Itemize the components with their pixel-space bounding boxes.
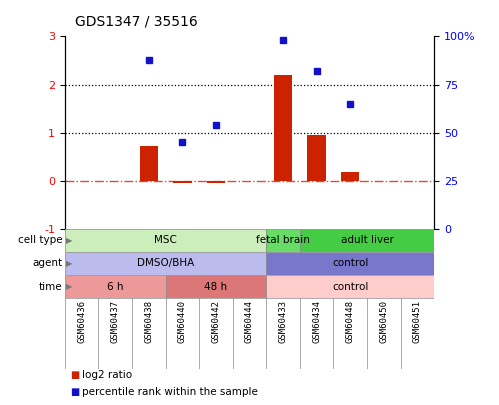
Text: DMSO/BHA: DMSO/BHA [137,258,194,269]
Text: control: control [332,258,368,269]
Text: GSM60437: GSM60437 [111,300,120,343]
Bar [274,75,292,181]
Text: ■: ■ [70,387,79,397]
Bar [307,135,326,181]
Text: GSM60433: GSM60433 [278,300,287,343]
Bar [207,181,225,183]
Bar [166,275,266,298]
Bar [65,275,166,298]
Text: ▶: ▶ [66,236,72,245]
Text: 48 h: 48 h [205,281,228,292]
Text: fetal brain: fetal brain [256,235,310,245]
Text: GSM60451: GSM60451 [413,300,422,343]
Text: MSC: MSC [154,235,177,245]
Bar [341,172,359,181]
Text: 6 h: 6 h [107,281,123,292]
Text: GSM60436: GSM60436 [77,300,86,343]
Bar [140,146,158,181]
Bar [300,229,434,252]
Text: ▶: ▶ [66,282,72,291]
Text: time: time [39,281,62,292]
Bar [65,252,266,275]
Text: GSM60442: GSM60442 [212,300,221,343]
Text: control: control [332,281,368,292]
Text: percentile rank within the sample: percentile rank within the sample [82,387,258,397]
Text: GSM60438: GSM60438 [144,300,153,343]
Bar [266,229,300,252]
Text: log2 ratio: log2 ratio [82,370,132,380]
Bar [173,181,192,183]
Text: ▶: ▶ [66,259,72,268]
Bar [266,275,434,298]
Text: GSM60440: GSM60440 [178,300,187,343]
Bar [266,252,434,275]
Text: GSM60450: GSM60450 [379,300,388,343]
Text: GSM60434: GSM60434 [312,300,321,343]
Text: GDS1347 / 35516: GDS1347 / 35516 [75,14,198,28]
Text: cell type: cell type [18,235,62,245]
Text: agent: agent [32,258,62,269]
Text: ■: ■ [70,370,79,380]
Text: GSM60444: GSM60444 [245,300,254,343]
Bar [65,229,266,252]
Text: GSM60448: GSM60448 [346,300,355,343]
Text: adult liver: adult liver [340,235,393,245]
